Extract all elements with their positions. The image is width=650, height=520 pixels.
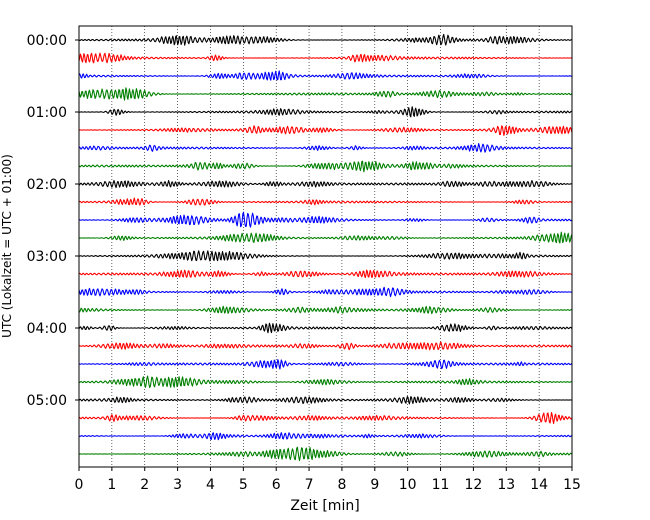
x-tick-label: 10 [399,477,417,493]
seismic-trace [78,432,573,441]
seismic-trace [78,322,573,334]
seismic-trace [78,411,573,425]
seismic-trace [78,125,573,136]
y-tick-label: 01:00 [27,105,67,121]
seismic-trace [78,231,573,244]
seismic-trace [78,197,573,206]
x-tick-label: 12 [464,477,482,493]
x-tick-label: 5 [239,477,248,493]
y-tick-label: 04:00 [27,321,67,337]
seismic-trace [78,286,572,298]
y-tick-label: 02:00 [27,177,67,193]
seismic-trace [78,269,572,279]
seismic-trace [78,179,572,189]
seismic-trace [78,70,572,81]
seismic-traces [78,33,573,462]
seismic-trace [78,143,572,153]
seismic-trace [78,52,572,64]
x-tick-label: 3 [173,477,182,493]
x-tick-label: 8 [337,477,346,493]
y-axis-ticks: 00:00 01:00 02:00 03:00 04:00 05:00 [27,33,79,409]
seismic-trace [78,106,572,118]
seismic-trace [78,359,573,370]
seismic-trace [78,375,572,389]
y-tick-label: 03:00 [27,249,67,265]
x-tick-label: 9 [370,477,379,493]
x-axis-ticks: 0 1 2 3 4 5 6 7 8 9 10 11 12 13 14 15 [75,467,581,493]
seismic-trace [78,33,572,46]
seismic-trace [78,305,572,315]
x-tick-label: 1 [107,477,116,493]
seismic-trace [78,396,572,405]
x-tick-label: 2 [140,477,149,493]
seismic-trace [78,446,573,462]
x-tick-label: 14 [530,477,548,493]
y-tick-label: 00:00 [27,33,67,49]
x-tick-label: 13 [497,477,515,493]
seismic-trace [78,160,572,173]
plot-area [79,26,572,467]
x-tick-label: 0 [75,477,84,493]
seismic-trace [78,250,573,262]
x-tick-label: 4 [206,477,215,493]
x-tick-label: 7 [305,477,314,493]
x-tick-label: 11 [432,477,450,493]
y-tick-label: 05:00 [27,393,67,409]
x-axis-label: Zeit [min] [290,498,359,514]
seismic-trace [78,341,572,351]
seismic-trace [78,87,573,101]
plot-frame [78,25,573,468]
seismic-trace [78,211,573,228]
y-axis-label: UTC (Lokalzeit = UTC + 01:00) [0,154,14,338]
x-tick-label: 15 [563,477,581,493]
x-tick-label: 6 [272,477,281,493]
